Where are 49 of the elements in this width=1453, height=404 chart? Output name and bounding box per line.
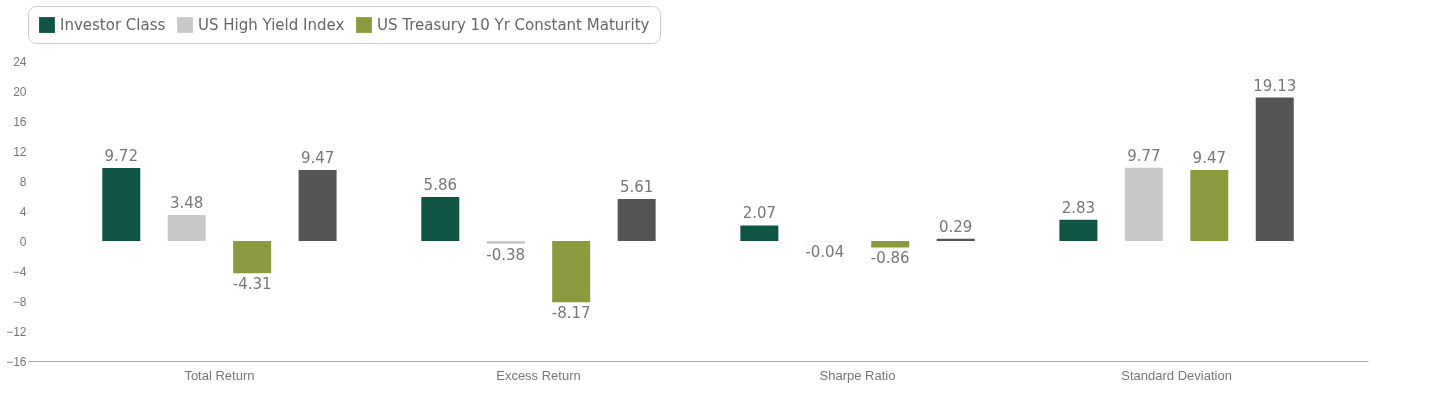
data-label: 9.72 — [104, 147, 138, 166]
data-label: 9.47 — [1192, 148, 1226, 167]
bar — [1255, 97, 1294, 241]
y-tick-label: −4 — [12, 264, 27, 279]
x-tick-label: Sharpe Ratio — [819, 367, 896, 383]
data-label: 9.77 — [1127, 146, 1161, 165]
bar — [617, 198, 656, 241]
bar — [233, 241, 272, 274]
data-label: -4.31 — [232, 275, 272, 294]
y-tick-label: 12 — [13, 144, 27, 159]
x-tick-label: Total Return — [184, 367, 255, 383]
bar — [167, 214, 206, 241]
y-tick-label: 16 — [13, 114, 27, 129]
data-label: -0.86 — [870, 249, 910, 268]
y-tick-label: 20 — [13, 84, 27, 99]
bar — [1190, 169, 1229, 241]
bar — [1124, 167, 1163, 241]
bar — [871, 241, 910, 248]
legend-label: Investor Class — [60, 16, 166, 34]
bar — [740, 225, 779, 241]
x-tick-label: Standard Deviation — [1121, 367, 1232, 383]
data-label: 5.86 — [423, 176, 458, 195]
y-tick-label: 24 — [13, 54, 27, 69]
bar — [298, 169, 337, 241]
y-tick-label: 4 — [19, 204, 27, 219]
bar — [102, 168, 141, 241]
data-label: -0.04 — [805, 243, 845, 262]
y-tick-label: 0 — [19, 234, 27, 249]
data-label: -0.38 — [486, 245, 526, 264]
data-label: 5.61 — [619, 177, 654, 196]
x-tick-label: Excess Return — [496, 367, 581, 383]
legend-label: US High Yield Index — [198, 16, 345, 34]
bar — [936, 238, 975, 241]
data-label: 2.83 — [1061, 198, 1096, 217]
bar — [421, 197, 460, 241]
y-tick-label: 8 — [19, 174, 27, 189]
legend-label: US Treasury 10 Yr Constant Maturity — [377, 16, 650, 34]
bar — [1059, 219, 1098, 241]
data-label: 0.29 — [938, 217, 973, 236]
bar — [552, 241, 591, 303]
y-tick-label: −12 — [6, 324, 27, 339]
data-label: 3.48 — [170, 193, 204, 212]
data-label: 19.13 — [1253, 76, 1297, 95]
data-label: -8.17 — [551, 304, 591, 323]
bar — [486, 241, 525, 244]
data-label: 9.47 — [300, 148, 335, 167]
y-tick-label: −8 — [12, 294, 27, 309]
data-label: 2.07 — [742, 204, 777, 223]
y-tick-label: −16 — [6, 354, 27, 369]
